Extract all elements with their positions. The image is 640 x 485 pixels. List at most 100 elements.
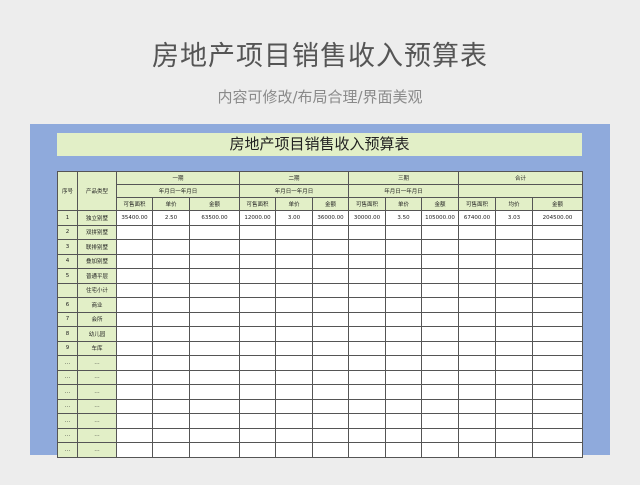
data-cell[interactable] [152,253,190,269]
data-cell[interactable] [312,398,349,414]
data-cell[interactable] [495,297,533,313]
data-cell[interactable] [385,326,422,342]
data-cell[interactable] [458,398,496,414]
data-cell[interactable] [385,268,422,284]
data-cell[interactable] [275,384,313,400]
data-cell[interactable] [189,442,240,458]
data-cell[interactable] [495,340,533,356]
data-cell[interactable] [189,355,240,371]
data-cell[interactable] [239,442,276,458]
data-cell[interactable] [152,297,190,313]
data-cell[interactable] [116,224,153,240]
data-cell[interactable] [495,369,533,385]
data-cell[interactable] [116,268,153,284]
row-type[interactable]: 双拼别墅 [77,224,117,240]
data-cell[interactable] [189,311,240,327]
data-cell[interactable] [495,326,533,342]
data-cell[interactable] [385,442,422,458]
data-cell[interactable] [116,384,153,400]
data-cell[interactable] [385,398,422,414]
data-cell[interactable] [421,340,459,356]
data-cell[interactable] [275,413,313,429]
data-cell[interactable] [116,253,153,269]
data-cell[interactable] [495,413,533,429]
data-cell[interactable] [421,239,459,255]
row-index[interactable]: 1 [57,210,78,226]
row-index[interactable]: 8 [57,326,78,342]
data-cell[interactable] [458,224,496,240]
data-cell[interactable] [348,340,386,356]
data-cell[interactable] [532,340,583,356]
data-cell[interactable] [275,224,313,240]
data-cell[interactable] [239,369,276,385]
data-cell[interactable] [189,326,240,342]
data-cell[interactable] [348,398,386,414]
data-cell[interactable] [189,369,240,385]
data-cell[interactable] [275,427,313,443]
data-cell[interactable] [116,427,153,443]
row-type[interactable]: 车库 [77,340,117,356]
data-cell[interactable] [348,355,386,371]
data-cell[interactable] [385,311,422,327]
data-cell[interactable] [189,253,240,269]
data-cell[interactable]: 3.50 [385,210,422,226]
data-cell[interactable] [421,268,459,284]
data-cell[interactable] [239,427,276,443]
data-cell[interactable] [239,253,276,269]
data-cell[interactable] [495,311,533,327]
data-cell[interactable] [532,224,583,240]
row-type[interactable]: 幼儿园 [77,326,117,342]
data-cell[interactable] [495,239,533,255]
data-cell[interactable] [189,297,240,313]
data-cell[interactable] [189,224,240,240]
row-index[interactable]: … [57,413,78,429]
data-cell[interactable]: 2.50 [152,210,190,226]
data-cell[interactable] [239,311,276,327]
data-cell[interactable]: 63500.00 [189,210,240,226]
data-cell[interactable] [116,326,153,342]
data-cell[interactable] [275,253,313,269]
row-index[interactable]: 3 [57,239,78,255]
data-cell[interactable] [348,311,386,327]
data-cell[interactable] [152,239,190,255]
data-cell[interactable] [421,297,459,313]
data-cell[interactable] [189,384,240,400]
data-cell[interactable] [312,384,349,400]
data-cell[interactable] [385,369,422,385]
data-cell[interactable] [458,413,496,429]
data-cell[interactable] [312,340,349,356]
data-cell[interactable] [421,384,459,400]
data-cell[interactable]: 67400.00 [458,210,496,226]
data-cell[interactable]: 105000.00 [421,210,459,226]
row-type[interactable]: … [77,413,117,429]
row-type[interactable]: … [77,442,117,458]
data-cell[interactable] [152,326,190,342]
data-cell[interactable] [116,355,153,371]
row-type[interactable]: … [77,355,117,371]
data-cell[interactable] [385,253,422,269]
data-cell[interactable] [385,282,422,298]
data-cell[interactable]: 204500.00 [532,210,583,226]
row-type[interactable]: … [77,384,117,400]
row-type[interactable]: 联排别墅 [77,239,117,255]
data-cell[interactable] [385,239,422,255]
row-type[interactable]: 独立别墅 [77,210,117,226]
data-cell[interactable] [348,369,386,385]
data-cell[interactable] [275,239,313,255]
row-index[interactable]: … [57,369,78,385]
data-cell[interactable] [532,311,583,327]
row-type[interactable]: … [77,369,117,385]
data-cell[interactable] [348,427,386,443]
data-cell[interactable] [116,311,153,327]
data-cell[interactable] [116,413,153,429]
data-cell[interactable] [275,340,313,356]
data-cell[interactable] [152,384,190,400]
data-cell[interactable] [348,268,386,284]
row-index[interactable]: 2 [57,224,78,240]
data-cell[interactable] [532,384,583,400]
data-cell[interactable] [421,398,459,414]
row-type[interactable]: 住宅小计 [77,282,117,298]
data-cell[interactable] [348,297,386,313]
data-cell[interactable] [532,268,583,284]
data-cell[interactable] [152,369,190,385]
